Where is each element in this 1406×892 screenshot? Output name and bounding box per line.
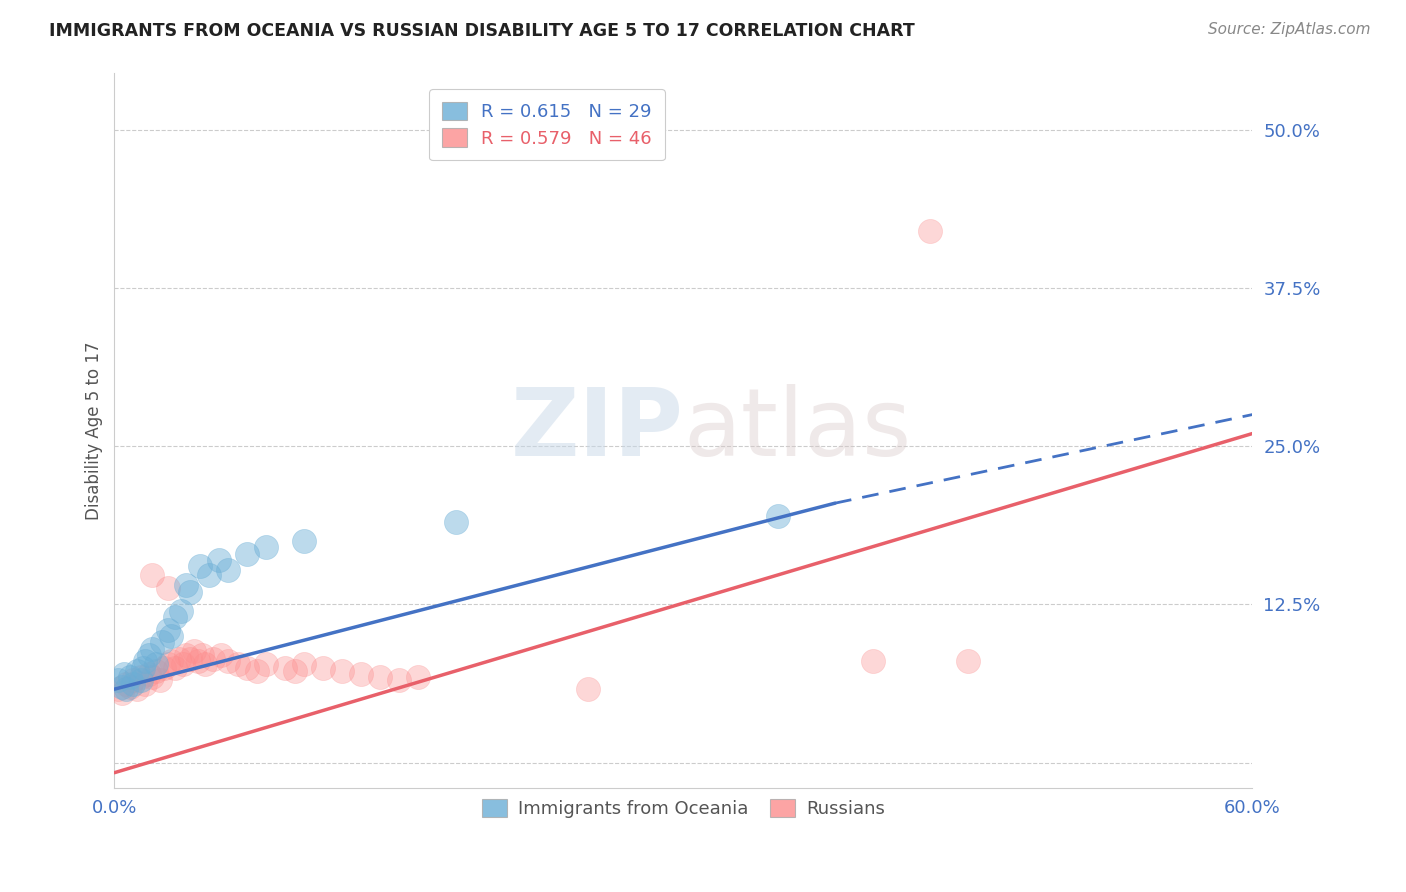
- Legend: Immigrants from Oceania, Russians: Immigrants from Oceania, Russians: [474, 791, 891, 825]
- Point: [107, 673, 129, 688]
- Point: [156, 581, 179, 595]
- Point: [226, 657, 249, 671]
- Point: [114, 677, 136, 691]
- Y-axis label: Disability Age 5 to 17: Disability Age 5 to 17: [86, 341, 103, 520]
- Point: [127, 682, 149, 697]
- Point: [406, 669, 429, 683]
- Point: [165, 660, 187, 674]
- Point: [172, 657, 194, 671]
- Point: [111, 686, 134, 700]
- Point: [141, 669, 163, 683]
- Point: [217, 654, 239, 668]
- Point: [122, 673, 145, 688]
- Point: [165, 610, 187, 624]
- Point: [236, 660, 259, 674]
- Point: [312, 660, 335, 674]
- Point: [217, 563, 239, 577]
- Point: [145, 665, 167, 679]
- Point: [138, 648, 160, 662]
- Point: [134, 654, 156, 668]
- Point: [388, 673, 411, 688]
- Point: [194, 657, 217, 671]
- Point: [198, 568, 221, 582]
- Point: [183, 644, 205, 658]
- Point: [330, 665, 353, 679]
- Point: [208, 553, 231, 567]
- Text: IMMIGRANTS FROM OCEANIA VS RUSSIAN DISABILITY AGE 5 TO 17 CORRELATION CHART: IMMIGRANTS FROM OCEANIA VS RUSSIAN DISAB…: [49, 22, 915, 40]
- Point: [202, 652, 225, 666]
- Point: [176, 648, 198, 662]
- Point: [129, 669, 152, 683]
- Point: [274, 660, 297, 674]
- Point: [132, 660, 155, 674]
- Point: [292, 534, 315, 549]
- Point: [145, 657, 167, 671]
- Point: [862, 654, 884, 668]
- Point: [187, 654, 209, 668]
- Point: [444, 515, 467, 529]
- Point: [156, 623, 179, 637]
- Point: [179, 652, 201, 666]
- Text: Source: ZipAtlas.com: Source: ZipAtlas.com: [1208, 22, 1371, 37]
- Point: [150, 635, 173, 649]
- Text: atlas: atlas: [683, 384, 911, 476]
- Point: [152, 660, 174, 674]
- Point: [122, 677, 145, 691]
- Point: [176, 578, 198, 592]
- Point: [134, 677, 156, 691]
- Point: [350, 667, 373, 681]
- Text: ZIP: ZIP: [510, 384, 683, 476]
- Point: [284, 665, 307, 679]
- Point: [292, 657, 315, 671]
- Point: [918, 224, 941, 238]
- Point: [118, 680, 141, 694]
- Point: [149, 673, 172, 688]
- Point: [141, 568, 163, 582]
- Point: [129, 673, 152, 688]
- Point: [118, 669, 141, 683]
- Point: [167, 652, 190, 666]
- Point: [160, 654, 183, 668]
- Point: [236, 547, 259, 561]
- Point: [254, 657, 277, 671]
- Point: [107, 682, 129, 697]
- Point: [170, 604, 193, 618]
- Point: [246, 665, 269, 679]
- Point: [141, 641, 163, 656]
- Point: [578, 682, 600, 697]
- Point: [190, 648, 212, 662]
- Point: [160, 629, 183, 643]
- Point: [766, 508, 789, 523]
- Point: [368, 669, 391, 683]
- Point: [138, 667, 160, 681]
- Point: [209, 648, 232, 662]
- Point: [956, 654, 979, 668]
- Point: [179, 584, 201, 599]
- Point: [127, 665, 149, 679]
- Point: [254, 541, 277, 555]
- Point: [114, 682, 136, 697]
- Point: [112, 667, 135, 681]
- Point: [111, 680, 134, 694]
- Point: [188, 559, 211, 574]
- Point: [156, 657, 179, 671]
